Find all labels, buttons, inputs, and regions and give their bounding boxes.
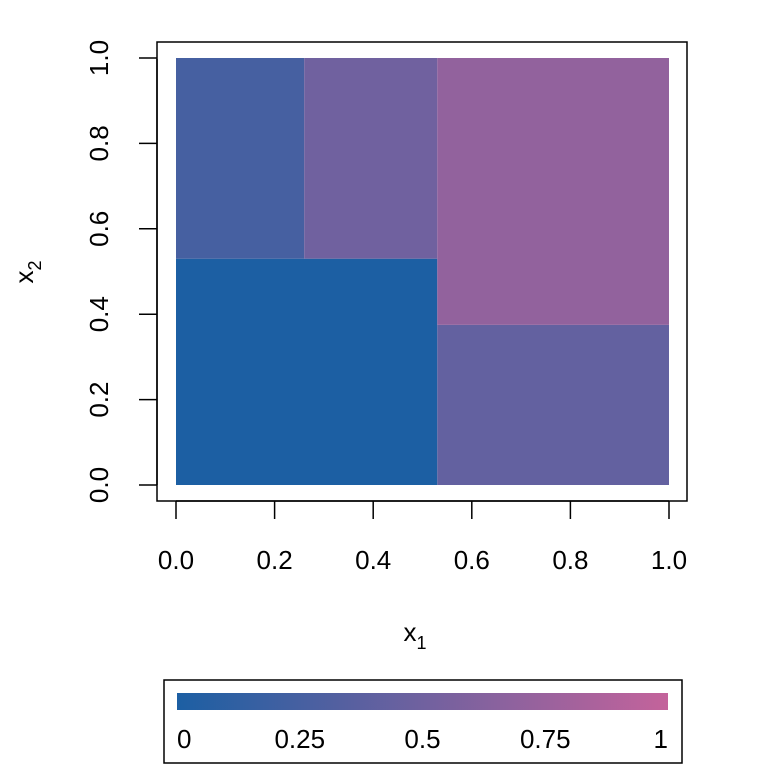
x-tick-label: 1.0	[651, 545, 687, 575]
x-axis-title: x1	[403, 617, 426, 653]
colorbar-tick-label: 0	[177, 724, 191, 754]
colorbar-frame	[163, 679, 683, 764]
heatmap-region-3	[437, 324, 669, 485]
colorbar-gradient	[177, 693, 668, 710]
heatmap-region-1	[176, 58, 305, 259]
x-axis: 0.0 0.2 0.4 0.6 0.8 1.0	[158, 500, 687, 575]
colorbar-tick-labels: 0 0.25 0.5 0.75 1	[177, 724, 668, 754]
colorbar-tick-label: 0.5	[404, 724, 440, 754]
heatmap-region-2	[304, 58, 438, 259]
colorbar-tick-label: 0.75	[520, 724, 571, 754]
y-tick-label: 0.6	[84, 211, 114, 247]
x-tick-label: 0.4	[355, 545, 391, 575]
x-tick-label: 0.0	[158, 545, 194, 575]
x-tick-label: 0.8	[552, 545, 588, 575]
y-tick-label: 0.0	[84, 467, 114, 503]
colorbar-legend: 0 0.25 0.5 0.75 1	[163, 679, 683, 764]
heatmap-region-4	[437, 58, 669, 325]
colorbar-tick-label: 0.25	[274, 724, 325, 754]
heatmap-region-0	[176, 258, 438, 485]
y-tick-label: 1.0	[84, 40, 114, 76]
y-tick-label: 0.4	[84, 296, 114, 332]
y-tick-label: 0.8	[84, 125, 114, 161]
y-axis-title: x2	[9, 260, 45, 283]
x-tick-label: 0.6	[454, 545, 490, 575]
heatmap-regions	[176, 58, 669, 485]
y-axis: 0.0 0.2 0.4 0.6 0.8 1.0	[84, 40, 158, 503]
y-tick-label: 0.2	[84, 382, 114, 418]
x-tick-label: 0.2	[257, 545, 293, 575]
colorbar-tick-label: 1	[654, 724, 668, 754]
